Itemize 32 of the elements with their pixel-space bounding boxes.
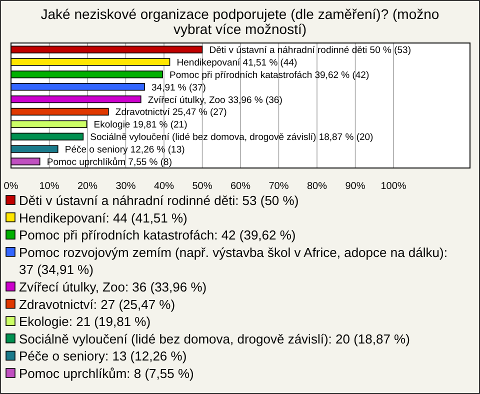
x-tick-label: 20% [77,181,98,192]
legend-label: Děti v ústavní a náhradní rodinné děti: 53 (50 %) [19,193,299,208]
legend-label: Zdravotnictví: 27 (25,47 %) [19,296,176,312]
data-label: Ekologie 19,81 % (21) [94,120,188,131]
legend-label: Pomoc rozvojovým zemím (např. výstavba škol v Africe, adopce na dálku): 37 (34,91 %) [19,244,448,278]
x-tick-label: 60% [230,181,251,192]
legend-label: Sociálně vyloučení (lidé bez domova, drogově závislí): 20 (18,87 %) [19,331,410,346]
x-tick-label: 0% [4,181,18,192]
data-label: Pomoc uprchlíkům 7,55 % (8) [46,156,172,168]
x-tick-label: 80% [306,181,328,192]
x-tick-label: 90% [345,181,366,192]
legend-label: Hendikepovaní: 44 (41,51 %) [19,210,188,226]
x-tick-label: 30% [116,181,136,192]
legend-label: Pomoc uprchlíkům: 8 (7,55 %) [19,366,194,381]
data-label: Zvířecí útulky, Zoo 33,96 % (36) [148,94,282,106]
legend-label: Péče o seniory: 13 (12,26 %) [19,348,187,364]
x-tick-label: 10% [39,181,60,192]
x-tick-label: 40% [154,181,174,192]
data-label: Zdravotnictví 25,47 % (27) [115,107,227,118]
legend-label: Zvířecí útulky, Zoo: 36 (33,96 %) [19,280,207,294]
x-tick-label: 100% [380,181,406,192]
data-label: Děti v ústavní a náhradní rodinné děti 50 % (53) [209,45,411,56]
legend-label: Pomoc při přírodních katastrofách: 42 (39,62 %) [19,228,296,243]
legend-label: Ekologie: 21 (19,81 %) [19,314,151,330]
data-label: Sociálně vyloučení (lidé bez domova, drogově závislí) 18,87 % (20) [90,132,374,144]
x-tick-label: 50% [192,181,212,192]
data-label: Pomoc při přírodních katastrofách 39,62 % (42) [170,70,370,81]
chart-title: Jaké neziskové organizace podporujete (dle zaměření)? (možno vybrat více možností) [40,6,440,37]
data-label: 34,91 % (37) [152,82,206,94]
x-tick-label: 70% [268,181,289,192]
data-label: Péče o seniory 12,26 % (13) [64,144,185,156]
data-label: Hendikepovaní 41,51 % (44) [176,57,298,68]
